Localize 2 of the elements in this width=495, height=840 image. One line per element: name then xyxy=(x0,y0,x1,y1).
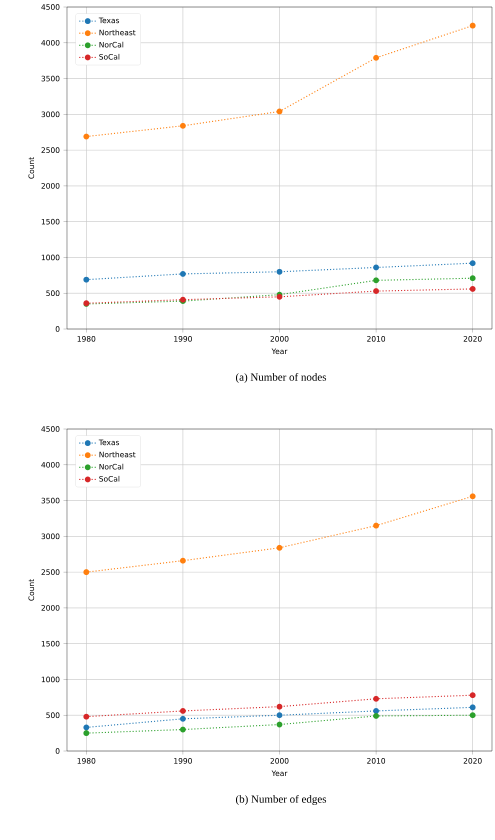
text: (b) Number of edges xyxy=(236,794,326,806)
text: (a) Number of nodes xyxy=(236,372,326,384)
